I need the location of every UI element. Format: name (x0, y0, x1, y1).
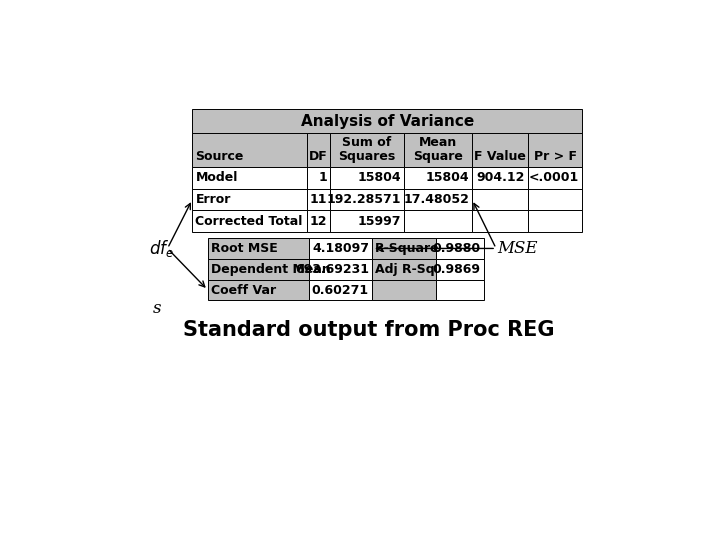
Text: Sum of: Sum of (343, 137, 392, 150)
Text: 15804: 15804 (426, 172, 469, 185)
Text: Adj R-Sq: Adj R-Sq (375, 263, 435, 276)
Text: 0.9869: 0.9869 (433, 263, 481, 276)
Bar (309, 280, 372, 300)
Bar (372, 238, 436, 259)
Bar (404, 211, 472, 232)
Bar (404, 167, 472, 189)
Bar (192, 189, 307, 210)
Text: 0.60271: 0.60271 (312, 284, 369, 296)
Text: Root MSE: Root MSE (211, 242, 278, 255)
Bar (330, 211, 404, 232)
Text: <.0001: <.0001 (528, 172, 579, 185)
Text: Source: Source (195, 150, 244, 163)
Bar (330, 132, 404, 167)
Text: 693.69231: 693.69231 (295, 263, 369, 276)
Text: 0.9880: 0.9880 (433, 242, 481, 255)
Bar (404, 189, 472, 210)
Text: s: s (153, 300, 162, 316)
Bar (307, 211, 330, 232)
Bar (307, 132, 330, 167)
Bar (436, 280, 484, 300)
Bar (436, 259, 484, 280)
Text: Error: Error (195, 193, 231, 206)
Text: 17.48052: 17.48052 (403, 193, 469, 206)
Text: 4.18097: 4.18097 (312, 242, 369, 255)
Text: Model: Model (195, 172, 238, 185)
Bar (528, 211, 582, 232)
Text: $df_e$: $df_e$ (149, 238, 174, 259)
Text: Pr > F: Pr > F (534, 150, 577, 163)
Bar (372, 259, 436, 280)
Bar (208, 238, 309, 259)
Text: 192.28571: 192.28571 (326, 193, 401, 206)
Bar (192, 110, 582, 132)
Text: R-Square: R-Square (375, 242, 440, 255)
Text: MSE: MSE (498, 240, 538, 257)
Bar (472, 132, 528, 167)
Text: 1: 1 (318, 172, 327, 185)
Text: 11: 11 (310, 193, 327, 206)
Text: Squares: Squares (338, 150, 396, 163)
Bar (309, 259, 372, 280)
Text: Square: Square (413, 150, 463, 163)
Bar (372, 280, 436, 300)
Text: Mean: Mean (419, 137, 457, 150)
Text: 15804: 15804 (357, 172, 401, 185)
Bar (528, 189, 582, 210)
Bar (436, 238, 484, 259)
Bar (208, 259, 309, 280)
Text: 904.12: 904.12 (477, 172, 525, 185)
Text: F Value: F Value (474, 150, 526, 163)
Text: 12: 12 (310, 214, 327, 228)
Bar (309, 238, 372, 259)
Bar (192, 132, 307, 167)
Bar (307, 167, 330, 189)
Text: Corrected Total: Corrected Total (195, 214, 303, 228)
Bar (528, 167, 582, 189)
Text: Analysis of Variance: Analysis of Variance (300, 113, 474, 129)
Bar (404, 132, 472, 167)
Bar (472, 211, 528, 232)
Bar (208, 280, 309, 300)
Text: Standard output from Proc REG: Standard output from Proc REG (184, 320, 554, 340)
Text: Dependent Mean: Dependent Mean (211, 263, 330, 276)
Bar (330, 189, 404, 210)
Text: Coeff Var: Coeff Var (211, 284, 276, 296)
Text: 15997: 15997 (357, 214, 401, 228)
Bar (192, 167, 307, 189)
Bar (472, 167, 528, 189)
Bar (307, 189, 330, 210)
Bar (330, 167, 404, 189)
Bar (472, 189, 528, 210)
Bar (528, 132, 582, 167)
Text: DF: DF (310, 150, 328, 163)
Bar (192, 211, 307, 232)
